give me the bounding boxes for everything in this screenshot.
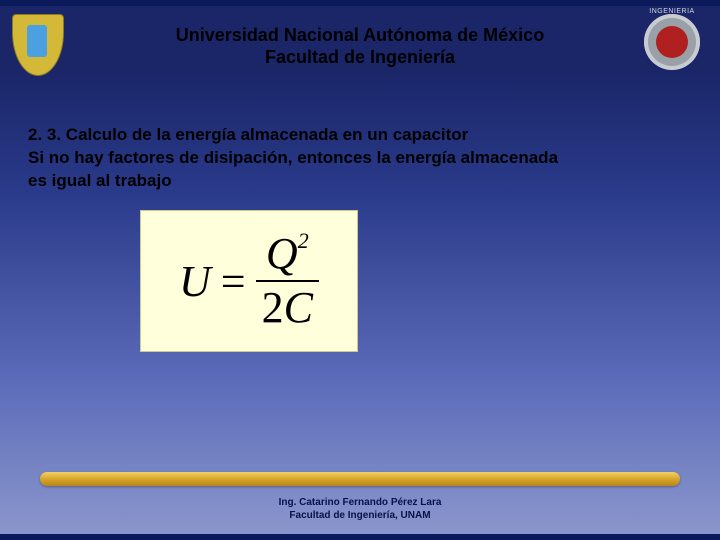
faculty-name: Facultad de Ingeniería xyxy=(176,46,544,69)
institution-name: Universidad Nacional Autónoma de México xyxy=(176,24,544,47)
body-line-1: Si no hay factores de disipación, entonc… xyxy=(28,147,692,170)
shield-icon xyxy=(12,14,64,76)
equation-equals: = xyxy=(221,256,246,307)
numerator-base: Q xyxy=(266,229,298,278)
slide: Universidad Nacional Autónoma de México … xyxy=(0,0,720,540)
equation-fraction: Q2 2C xyxy=(256,232,319,330)
content-block: 2. 3. Calculo de la energía almacenada e… xyxy=(28,124,692,193)
header: Universidad Nacional Autónoma de México … xyxy=(0,6,720,86)
equation-numerator: Q2 xyxy=(260,232,315,276)
equation: U = Q2 2C xyxy=(179,232,319,330)
footer-divider-bar xyxy=(40,472,680,486)
footer-text: Ing. Catarino Fernando Pérez Lara Facult… xyxy=(0,497,720,522)
author-name: Ing. Catarino Fernando Pérez Lara xyxy=(0,497,720,510)
title-block: Universidad Nacional Autónoma de México … xyxy=(176,24,544,69)
section-title: 2. 3. Calculo de la energía almacenada e… xyxy=(28,124,692,147)
equation-lhs: U xyxy=(179,256,211,307)
denominator-num: 2 xyxy=(262,283,284,332)
equation-box: U = Q2 2C xyxy=(140,210,358,352)
equation-denominator: 2C xyxy=(256,286,319,330)
numerator-exp: 2 xyxy=(298,228,309,253)
body-line-2: es igual al trabajo xyxy=(28,170,692,193)
gear-icon: INGENIERIA xyxy=(642,12,702,72)
author-affiliation: Facultad de Ingeniería, UNAM xyxy=(0,510,720,523)
unam-crest-icon xyxy=(12,14,66,78)
denominator-var: C xyxy=(284,283,313,332)
fraction-bar xyxy=(256,280,319,282)
engineering-gear-icon: INGENIERIA xyxy=(642,12,710,76)
